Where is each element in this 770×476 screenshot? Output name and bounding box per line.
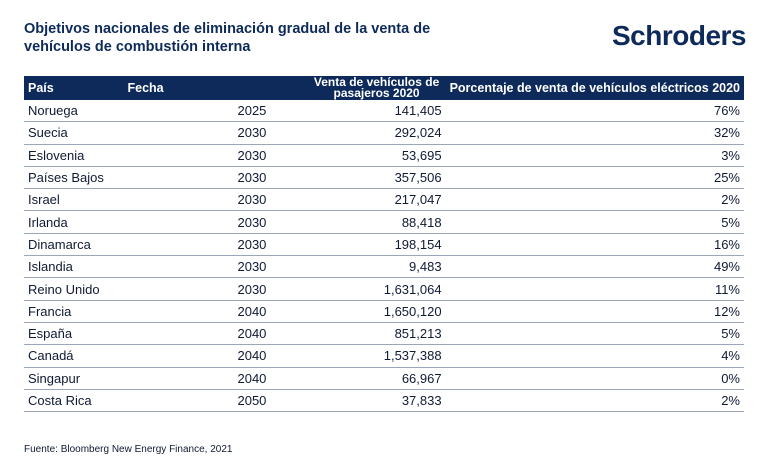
cell-venta: 198,154	[270, 233, 446, 257]
cell-pais: Países Bajos	[24, 166, 120, 190]
cell-porcentaje: 25%	[445, 166, 744, 190]
schroders-logo: Schroders	[612, 20, 747, 51]
table-row: Islandia 2030 9,483 49%	[24, 255, 744, 279]
cell-porcentaje: 32%	[445, 121, 744, 145]
cell-venta: 1,650,120	[270, 300, 446, 323]
cell-fecha: 2040	[119, 367, 271, 390]
cell-venta: 66,967	[270, 367, 446, 390]
cell-porcentaje: 5%	[445, 210, 744, 234]
table-row: Países Bajos 2030 357,506 25%	[24, 166, 744, 190]
table-body: Noruega 2025 141,405 76% Suecia 2030 292,024 32…	[24, 100, 744, 413]
table-row: Israel 2030 217,047 2%	[24, 188, 744, 212]
cell-venta: 1,631,064	[270, 277, 446, 301]
cell-fecha: 2050	[119, 389, 271, 413]
cell-pais: Reino Unido	[24, 277, 120, 301]
cell-porcentaje: 12%	[445, 300, 744, 323]
cell-venta: 292,024	[270, 121, 446, 145]
cell-porcentaje: 5%	[445, 322, 744, 346]
cell-fecha: 2030	[119, 121, 271, 145]
cell-pais: Costa Rica	[24, 389, 120, 413]
cell-fecha: 2030	[119, 233, 271, 257]
cell-fecha: 2040	[119, 322, 271, 346]
cell-pais: Dinamarca	[24, 233, 120, 257]
cell-venta: 357,506	[270, 166, 446, 190]
cell-venta: 37,833	[270, 389, 446, 413]
table-row: Reino Unido 2030 1,631,064 11%	[24, 277, 744, 301]
cell-porcentaje: 49%	[445, 255, 744, 279]
source-note: Fuente: Bloomberg New Energy Finance, 20…	[24, 444, 233, 455]
cell-venta: 217,047	[270, 188, 446, 212]
table-row: Dinamarca 2030 198,154 16%	[24, 233, 744, 257]
cell-fecha: 2030	[119, 166, 271, 190]
cell-fecha: 2030	[119, 210, 271, 234]
cell-pais: Israel	[24, 188, 120, 212]
cell-pais: Canadá	[24, 344, 120, 368]
cell-fecha: 2030	[119, 255, 271, 279]
table-row: Suecia 2030 292,024 32%	[24, 121, 744, 145]
cell-porcentaje: 16%	[445, 233, 744, 257]
header-venta: Venta de vehículos de pasajeros 2020	[270, 76, 445, 100]
table-row: España 2040 851,213 5%	[24, 322, 744, 346]
cell-fecha: 2025	[119, 100, 271, 123]
cell-pais: Islandia	[24, 255, 120, 279]
cell-porcentaje: 2%	[445, 389, 744, 413]
cell-venta: 9,483	[270, 255, 446, 279]
header-pais: País	[28, 81, 54, 95]
cell-fecha: 2040	[119, 344, 271, 368]
cell-venta: 53,695	[270, 144, 446, 167]
cell-venta: 141,405	[270, 100, 446, 123]
cell-pais: Noruega	[24, 100, 120, 123]
cell-fecha: 2030	[119, 277, 271, 301]
cell-porcentaje: 11%	[445, 277, 744, 301]
table-row: Canadá 2040 1,537,388 4%	[24, 344, 744, 368]
cell-porcentaje: 3%	[445, 144, 744, 167]
table-row: Irlanda 2030 88,418 5%	[24, 210, 744, 234]
data-table: País Fecha Venta de vehículos de pasajer…	[24, 76, 744, 413]
table-row: Eslovenia 2030 53,695 3%	[24, 144, 744, 167]
cell-pais: España	[24, 322, 120, 346]
table-row: Noruega 2025 141,405 76%	[24, 100, 744, 123]
page-title: Objetivos nacionales de eliminación grad…	[24, 21, 431, 55]
cell-pais: Irlanda	[24, 210, 120, 234]
cell-porcentaje: 0%	[445, 367, 744, 390]
table-row: Francia 2040 1,650,120 12%	[24, 300, 744, 323]
cell-pais: Francia	[24, 300, 120, 323]
cell-pais: Singapur	[24, 367, 120, 390]
cell-fecha: 2040	[119, 300, 271, 323]
table-header-row: País Fecha Venta de vehículos de pasajer…	[24, 76, 744, 100]
table-row: Singapur 2040 66,967 0%	[24, 367, 744, 390]
cell-pais: Suecia	[24, 121, 120, 145]
cell-venta: 1,537,388	[270, 344, 446, 368]
cell-pais: Eslovenia	[24, 144, 120, 167]
cell-fecha: 2030	[119, 188, 271, 212]
header-porcentaje: Porcentaje de venta de vehículos eléctri…	[449, 81, 740, 95]
cell-porcentaje: 2%	[445, 188, 744, 212]
cell-fecha: 2030	[119, 144, 271, 167]
table-row: Costa Rica 2050 37,833 2%	[24, 389, 744, 413]
cell-venta: 851,213	[270, 322, 446, 346]
cell-venta: 88,418	[270, 210, 446, 234]
header-venta-label: Venta de vehículos de pasajeros 2020	[313, 75, 440, 100]
header-fecha: Fecha	[127, 81, 164, 95]
cell-porcentaje: 4%	[445, 344, 744, 368]
cell-porcentaje: 76%	[445, 100, 744, 123]
